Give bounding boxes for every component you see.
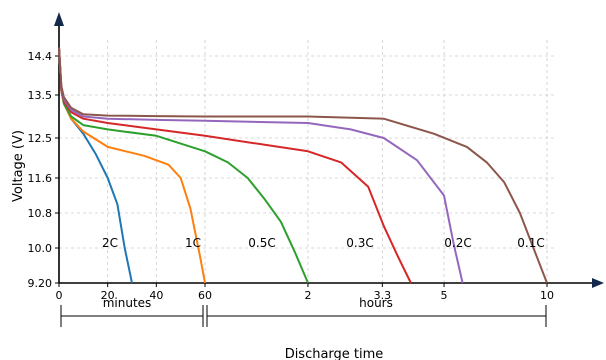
- y-tick-label: 9.20: [28, 277, 53, 290]
- series-annotation: 2C: [102, 236, 118, 250]
- x-tick-label: 10: [540, 289, 554, 302]
- bracket-label-hours: hours: [359, 296, 393, 310]
- y-tick-label: 14.4: [28, 50, 53, 63]
- x-tick-label: 40: [149, 289, 163, 302]
- series-annotation: 0.3C: [346, 236, 373, 250]
- x-tick-label: 2: [304, 289, 311, 302]
- x-tick-label: 3.3: [374, 289, 392, 302]
- x-tick-label: 0: [56, 289, 63, 302]
- x-tick-label: 60: [198, 289, 212, 302]
- series-annotation: 0.2C: [444, 236, 471, 250]
- tick-labels: 9.20 10.0 10.8 11.6 12.5 13.5 14.4 0 20 40 60 2 3.3 5…: [28, 50, 555, 302]
- grid-lines: [59, 40, 557, 283]
- x-axis-label: Discharge time: [285, 347, 384, 360]
- series-annotations: 2C 1C 0.5C 0.3C 0.2C 0.1C: [102, 236, 545, 250]
- y-tick-label: 10.8: [28, 207, 53, 220]
- series-line-0p5c: [58, 47, 309, 284]
- y-tick-label: 12.5: [28, 132, 53, 145]
- series-annotation: 0.1C: [517, 236, 544, 250]
- y-axis-label: Voltage (V): [11, 130, 26, 202]
- series-lines: [58, 47, 548, 284]
- series-annotation: 0.5C: [248, 236, 275, 250]
- y-axis-arrow-icon: [54, 12, 64, 26]
- series-line-0p3c: [58, 47, 412, 284]
- series-line-0p1c: [58, 47, 548, 284]
- x-tick-label: 20: [101, 289, 115, 302]
- x-axis-arrow-icon: [592, 278, 604, 288]
- series-line-0p2c: [58, 47, 464, 284]
- y-tick-label: 10.0: [28, 242, 53, 255]
- series-annotation: 1C: [185, 236, 201, 250]
- time-brackets: [60, 305, 547, 327]
- y-tick-label: 11.6: [28, 172, 53, 185]
- x-tick-label: 5: [441, 289, 448, 302]
- axes: [54, 12, 604, 288]
- y-tick-label: 13.5: [28, 89, 53, 102]
- bracket-label-minutes: minutes: [103, 296, 152, 310]
